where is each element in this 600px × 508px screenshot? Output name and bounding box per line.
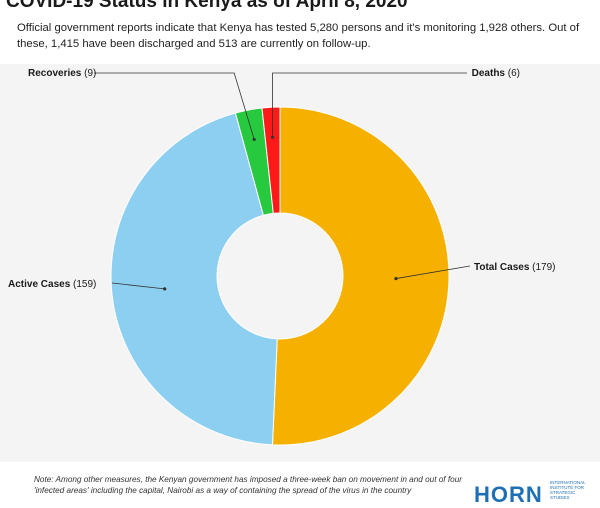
slice-total-cases	[271, 106, 450, 446]
slice-active-cases	[110, 112, 278, 446]
label-deaths: Deaths (6)	[472, 68, 520, 79]
leader-line-deaths	[272, 72, 467, 138]
leader-dot-recoveries	[252, 137, 256, 142]
chart-subtitle: Official government reports indicate tha…	[17, 22, 580, 50]
chart-title: COVID-19 Status in Kenya as of April 8, …	[6, 0, 408, 12]
leader-line-active-cases	[111, 282, 165, 290]
label-total-cases: Total Cases (179)	[474, 262, 556, 273]
donut-chart: Total Cases (179) Active Cases (159) Recov…	[8, 68, 556, 446]
logo-tagline: INTERNATIONAL INSTITUTE FOR STRATEGIC ST…	[550, 480, 586, 500]
chart-panel: Total Cases (179) Active Cases (159) Recov…	[0, 64, 600, 462]
slice-deaths	[261, 106, 281, 214]
logo-word: HORN	[474, 482, 543, 507]
horn-logo: HORN INTERNATIONAL INSTITUTE FOR STRATEG…	[474, 476, 594, 507]
leader-line-recoveries	[94, 72, 255, 140]
label-recoveries: Recoveries (9)	[28, 68, 96, 79]
footnote: Note: Among other measures, the Kenyan g…	[34, 475, 462, 495]
leader-line-total-cases	[395, 265, 471, 279]
label-active-cases: Active Cases (159)	[8, 279, 96, 290]
